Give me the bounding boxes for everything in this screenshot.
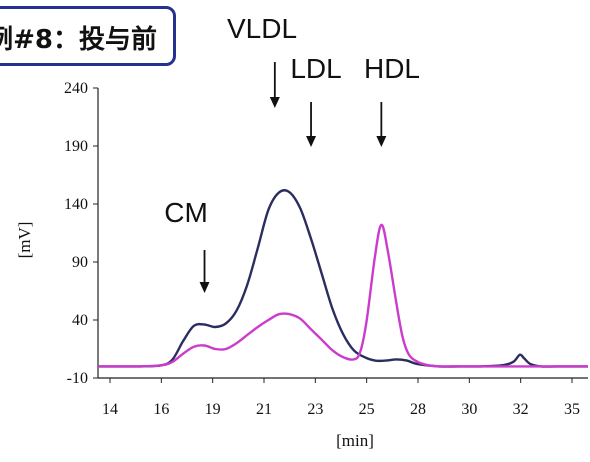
x-tick-label: 35: [564, 401, 580, 418]
x-tick-label: 19: [205, 401, 221, 418]
y-tick-label: 240: [64, 80, 88, 97]
series-line-2: [97, 223, 588, 368]
x-tick-label: 25: [359, 401, 375, 418]
y-tick-label: -10: [67, 370, 88, 387]
x-tick-label: 30: [461, 401, 477, 418]
panel-label: 例#8：投与前: [0, 25, 157, 55]
y-axis-label: [mV]: [15, 222, 34, 259]
series-group: [97, 189, 588, 368]
annotation-arrowhead-cm: [199, 282, 210, 293]
x-tick-label: 21: [256, 401, 272, 418]
annotation-label-hdl: HDL: [364, 53, 420, 84]
annotation-arrowhead-hdl: [376, 136, 387, 147]
y-tick-label: 40: [72, 312, 88, 329]
series-line-1: [97, 189, 588, 368]
y-tick-label: 140: [64, 196, 88, 213]
x-tick-label: 32: [513, 401, 529, 418]
x-tick-label: 23: [307, 401, 323, 418]
annotation-label-ldl: LDL: [290, 53, 341, 84]
annotation-arrowhead-vldl: [269, 97, 280, 108]
axes: [97, 88, 588, 379]
x-tick-label: 28: [410, 401, 426, 418]
annotation-label-cm: CM: [164, 197, 208, 228]
panel-label-box: 例#8：投与前: [0, 6, 176, 66]
y-tick-label: 190: [64, 138, 88, 155]
x-axis-label: [min]: [336, 431, 374, 450]
annotation-arrowhead-ldl: [306, 136, 317, 147]
x-tick-label: 16: [153, 401, 169, 418]
ticks: -10 40 90 140 190 240 14 16 19 21 23 25 28 30 32 35: [64, 80, 580, 418]
y-tick-label: 90: [72, 254, 88, 271]
peak-annotations: CM VLDL LDL HDL: [164, 13, 420, 293]
annotation-label-vldl: VLDL: [227, 13, 297, 44]
x-tick-label: 14: [102, 401, 118, 418]
